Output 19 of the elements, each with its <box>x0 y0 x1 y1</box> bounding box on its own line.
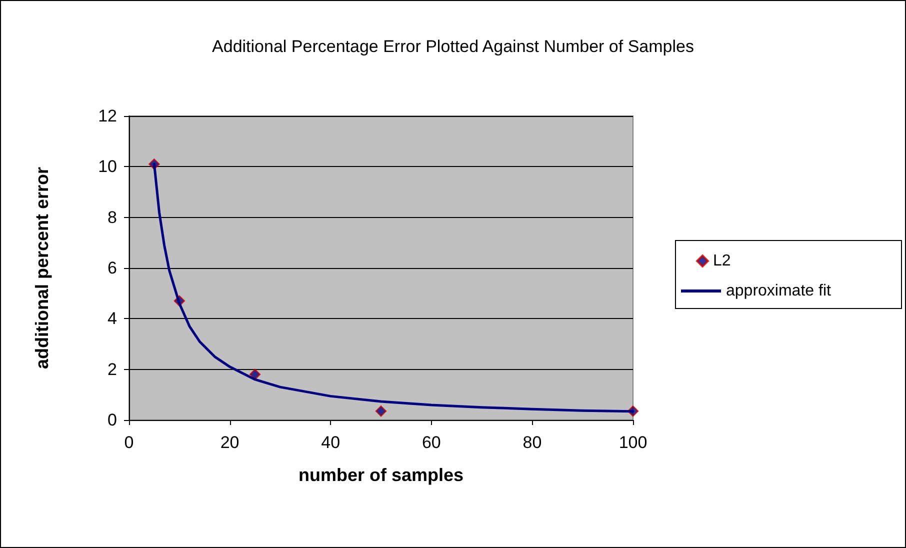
y-tick-label: 4 <box>108 309 117 328</box>
y-axis-title: additional percent error <box>32 166 52 370</box>
y-tick-label: 2 <box>108 360 117 379</box>
x-tick-label: 100 <box>618 433 648 452</box>
x-tick-label: 40 <box>321 433 340 452</box>
x-tick-label: 0 <box>124 433 134 452</box>
chart-title: Additional Percentage Error Plotted Against Number of Samples <box>212 37 694 56</box>
x-axis-title: number of samples <box>298 465 464 485</box>
y-tick-label: 12 <box>98 106 117 126</box>
x-tick-label: 60 <box>422 433 441 452</box>
y-tick-label: 0 <box>108 410 117 430</box>
x-tick-label: 80 <box>522 433 542 452</box>
legend-label: approximate fit <box>726 282 832 300</box>
legend-label: L2 <box>713 252 731 270</box>
y-tick-label: 8 <box>108 208 117 227</box>
point <box>375 406 387 417</box>
x-tick-label: 20 <box>220 433 240 452</box>
y-tick-label: 10 <box>98 157 117 176</box>
y-tick-label: 6 <box>108 258 117 278</box>
